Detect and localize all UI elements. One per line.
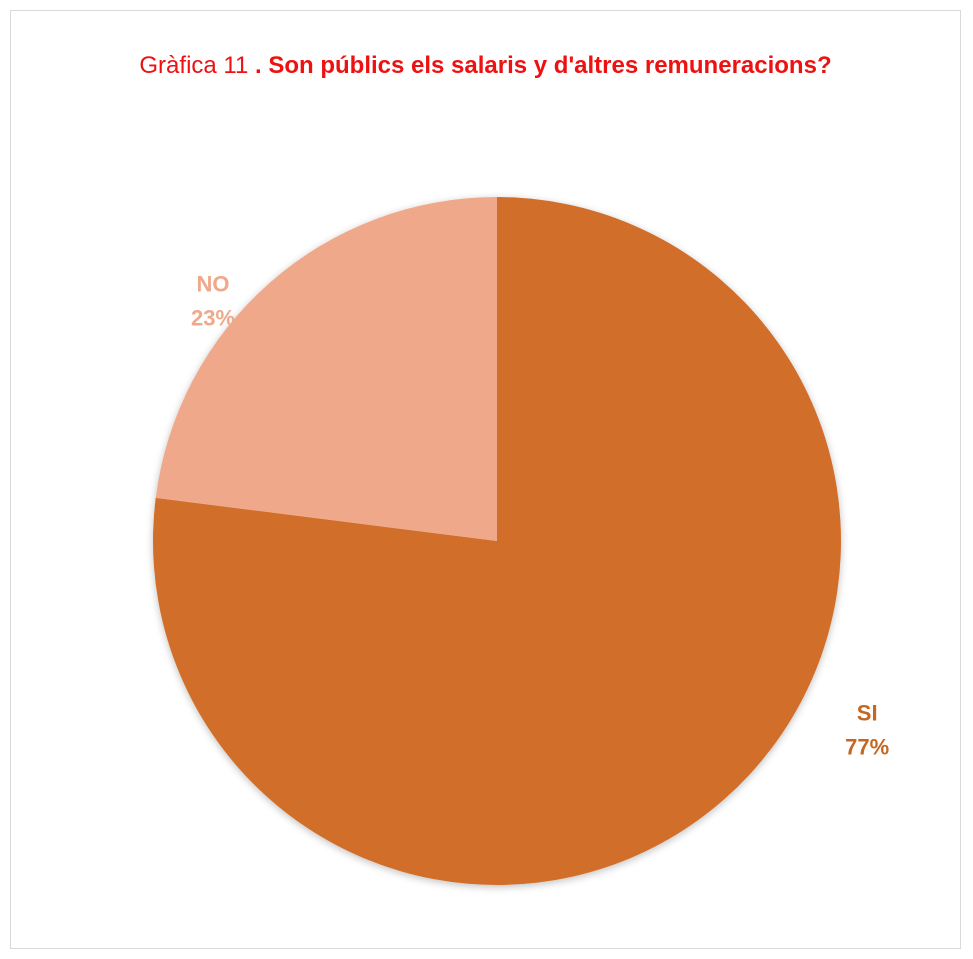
chart-title-main: . Son públics els salaris y d'altres rem…	[255, 52, 832, 79]
chart-title: Gràfica 11 . Son públics els salaris y d…	[11, 49, 960, 83]
slice-label-percent-si: 77%	[845, 734, 889, 759]
slice-label-percent-no: 23%	[191, 306, 235, 331]
pie-slices	[152, 197, 842, 885]
pie-labels: SI 77% NO 23%	[191, 272, 889, 760]
slice-label-name-no: NO	[197, 272, 230, 297]
slice-label-name-si: SI	[857, 700, 878, 725]
pie-slice-no	[155, 197, 498, 541]
chart-title-prefix: Gràfica 11	[139, 52, 249, 79]
